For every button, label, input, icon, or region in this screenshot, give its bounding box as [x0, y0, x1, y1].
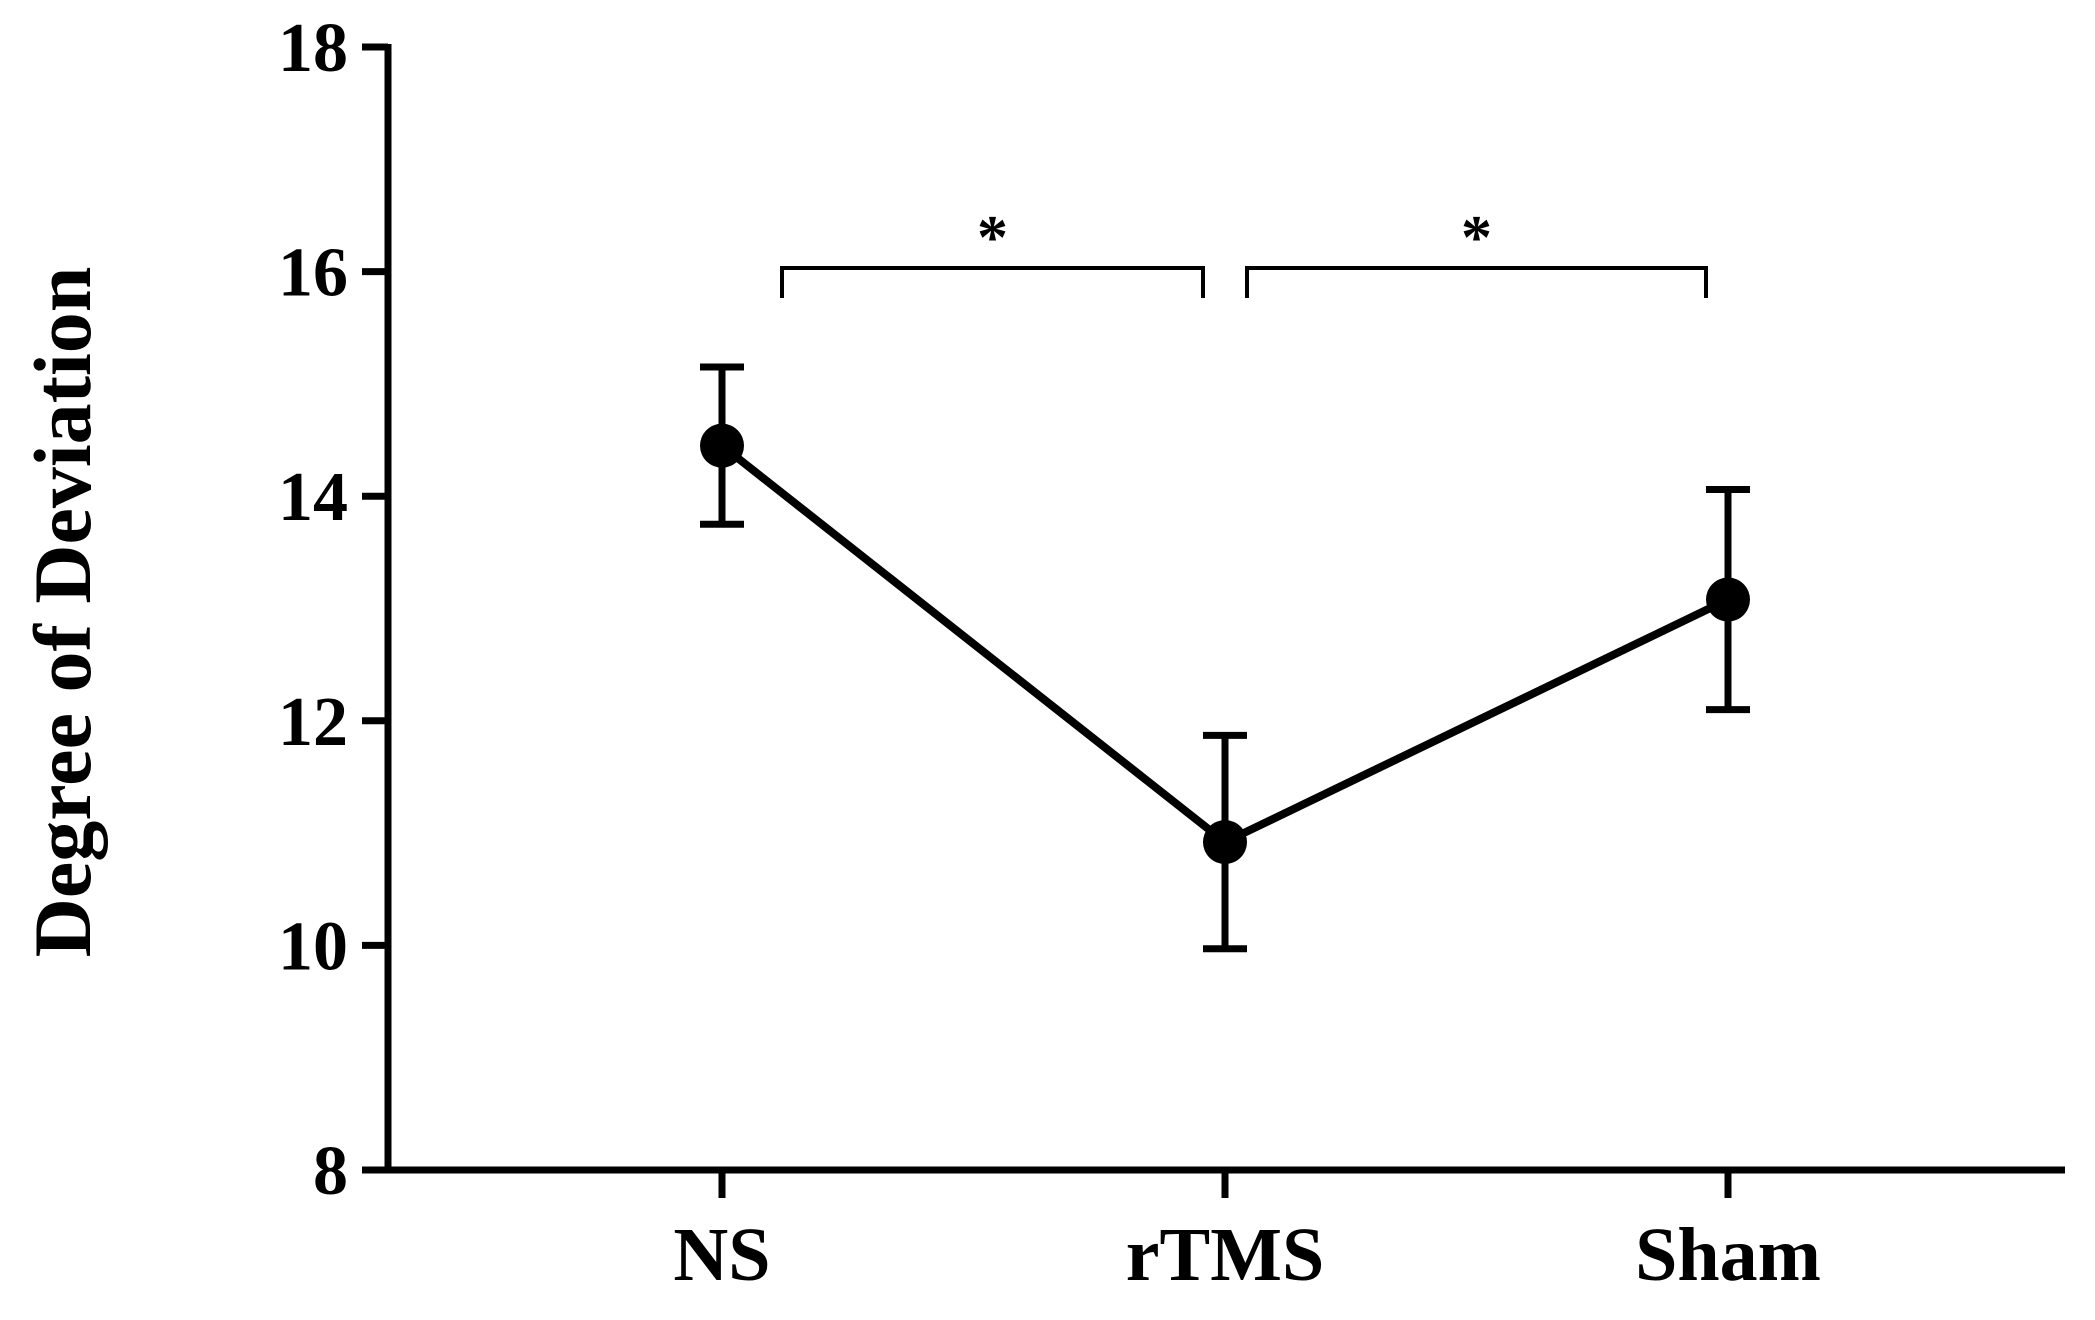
y-tick-label: 18 — [278, 10, 348, 87]
significance-star: * — [977, 204, 1008, 272]
data-point — [1203, 820, 1247, 865]
x-tick-label: rTMS — [1126, 1213, 1324, 1297]
y-tick-label: 8 — [313, 1133, 348, 1210]
y-tick-label: 14 — [278, 459, 348, 536]
significance-star: * — [1461, 204, 1492, 272]
data-point — [700, 423, 744, 468]
significance-bracket — [780, 266, 1205, 298]
y-tick-label: 10 — [278, 908, 348, 985]
data-point — [1706, 577, 1750, 622]
x-tick-label: NS — [673, 1213, 770, 1297]
y-tick-label: 16 — [278, 235, 348, 312]
y-tick-label: 12 — [278, 684, 348, 761]
y-axis-label: Degree of Deviation — [17, 267, 108, 958]
significance-bracket — [1245, 266, 1708, 298]
x-tick-label: Sham — [1635, 1213, 1821, 1297]
